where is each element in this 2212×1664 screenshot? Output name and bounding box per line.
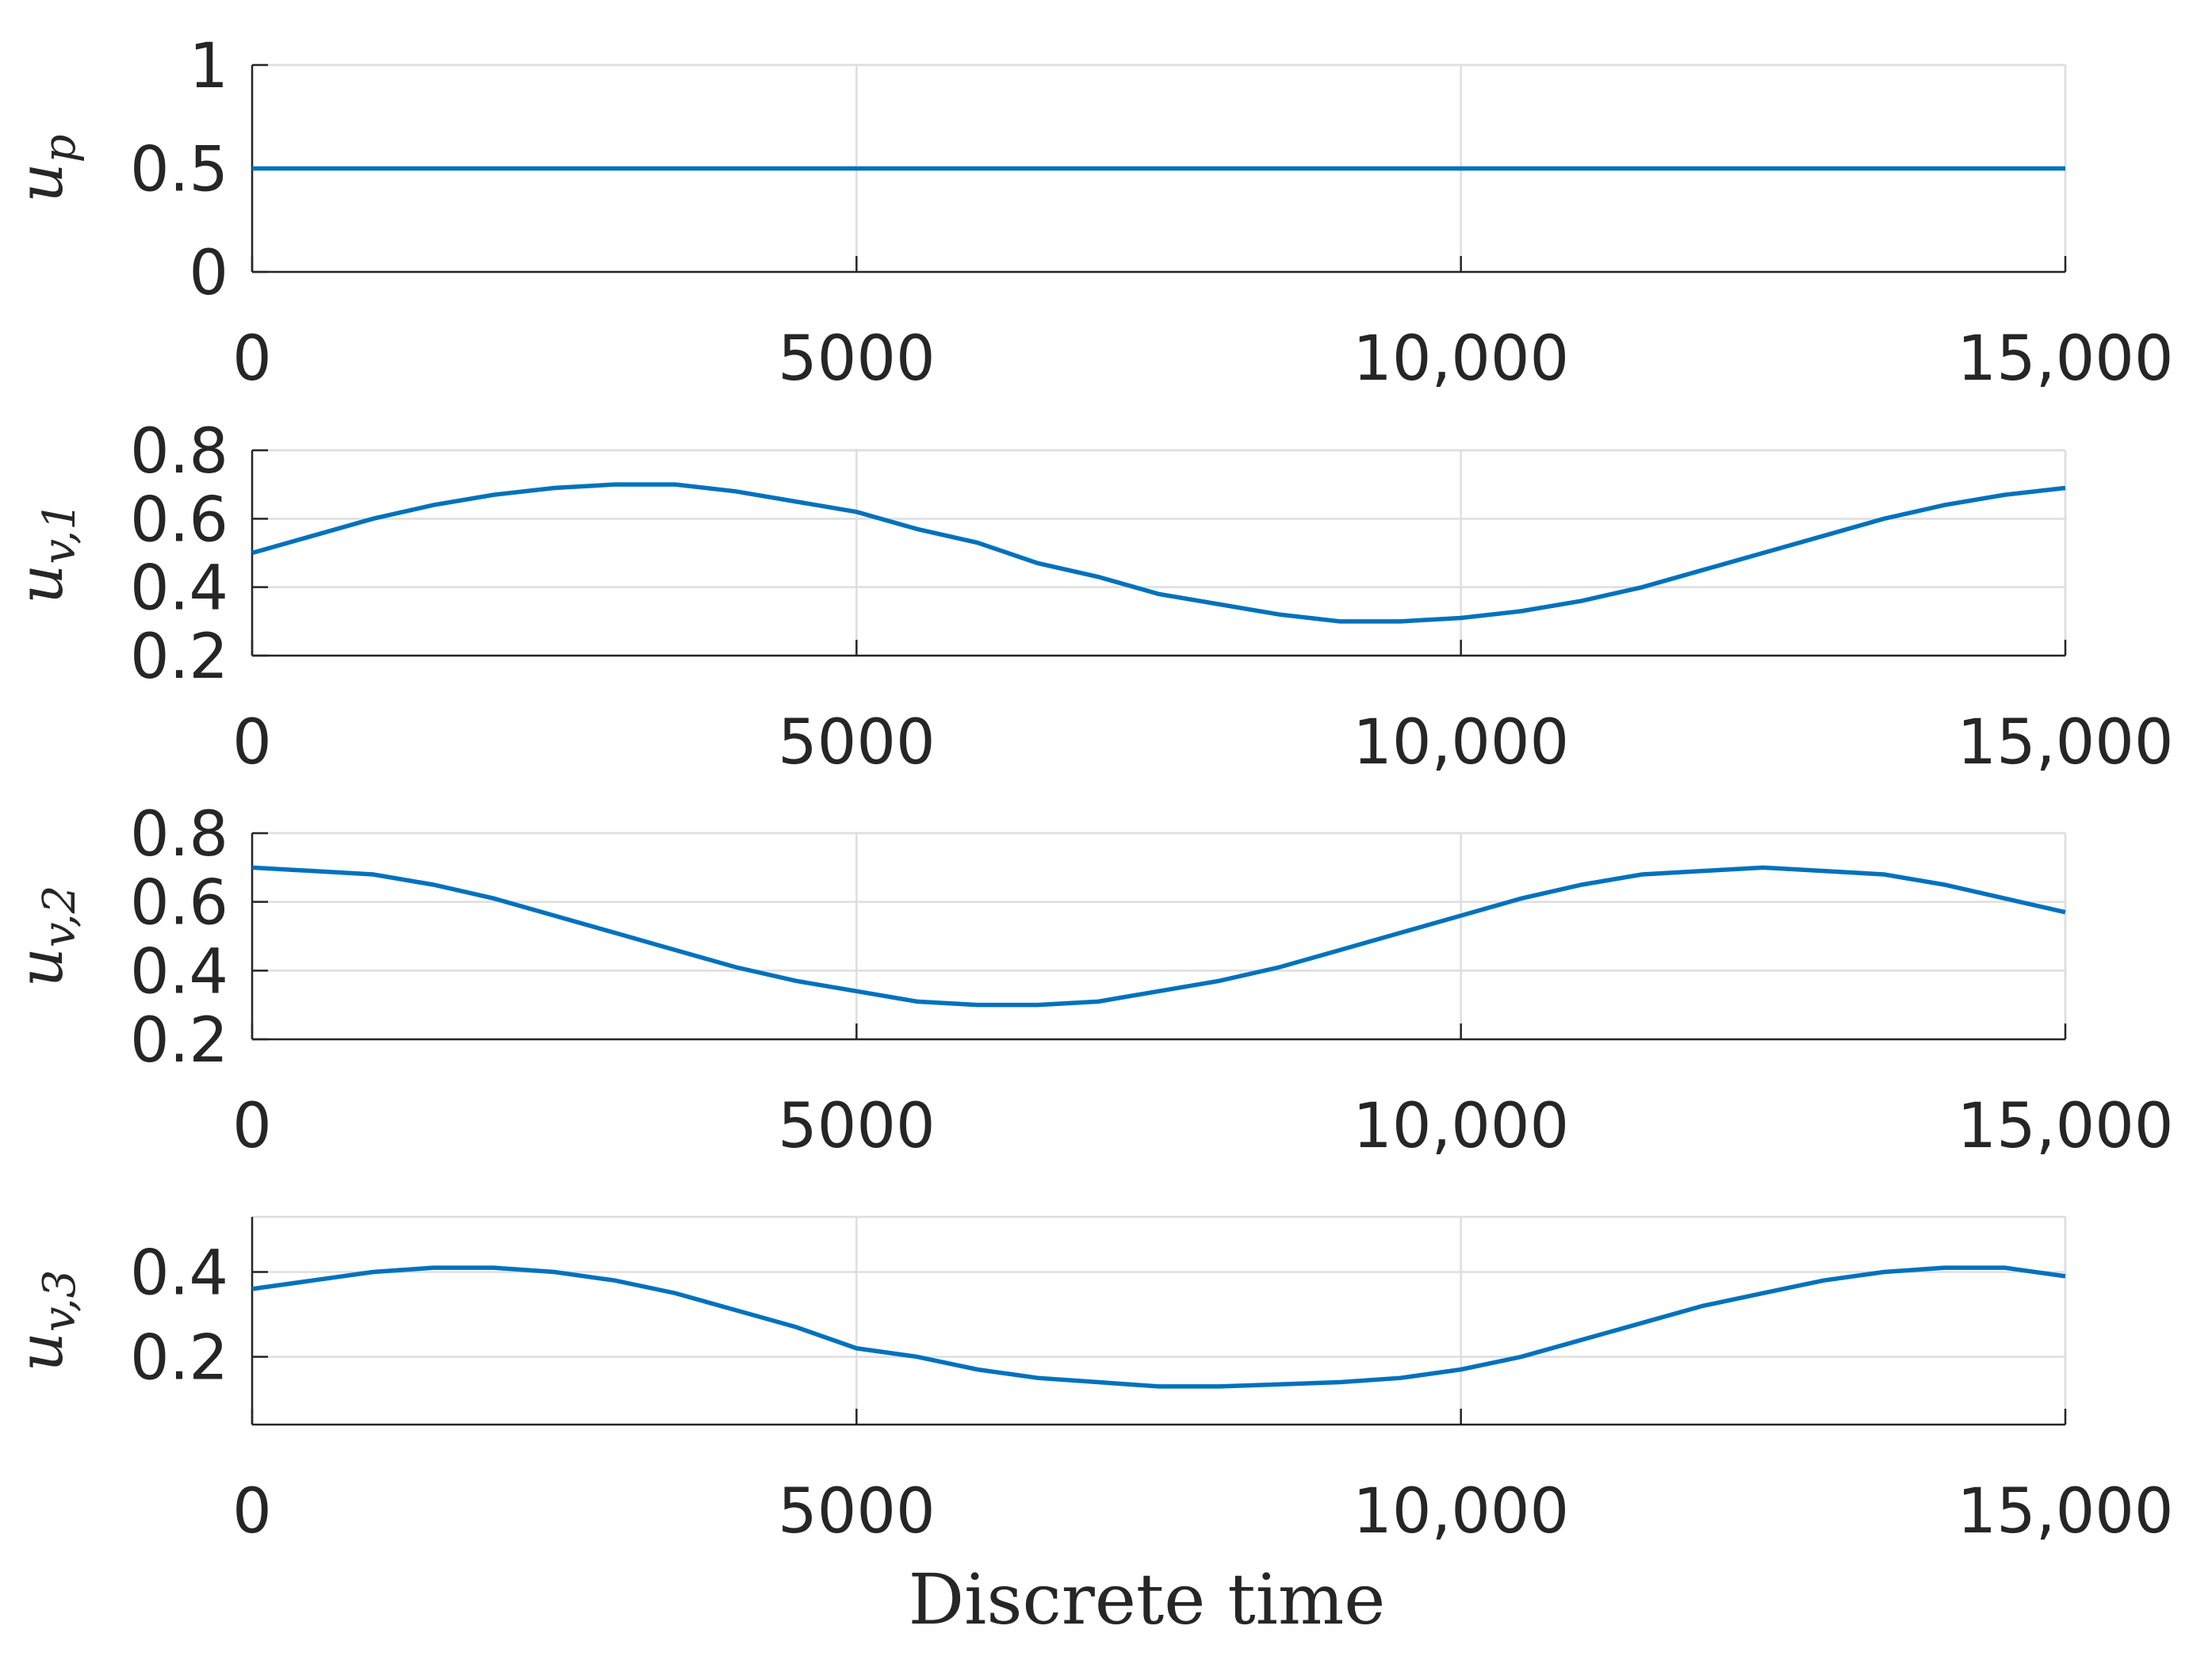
y-axis-label-sub: v,1: [34, 502, 86, 564]
y-axis-label-base: u: [6, 163, 77, 202]
y-axis-label-sub: v,2: [34, 886, 86, 947]
y-axis-label: uv,3: [6, 1270, 86, 1372]
y-axis-label-sub: p: [34, 134, 86, 163]
y-axis-label: up: [6, 134, 86, 202]
y-axis-label-base: u: [6, 564, 77, 604]
y-axis-label-base: u: [6, 1332, 77, 1371]
y-tick-label: 0.8: [130, 416, 228, 488]
y-tick-label: 0.4: [130, 1238, 228, 1310]
y-axis-label: uv,2: [6, 886, 86, 988]
x-tick-label: 15,000: [1958, 1476, 2174, 1547]
data-line: [251, 1265, 2066, 1389]
x-tick-label: 10,000: [1353, 707, 1569, 778]
y-tick-label: 0.2: [130, 1322, 228, 1394]
x-tick-label: 5000: [778, 323, 936, 395]
data-line: [251, 482, 2066, 624]
y-axis-label-sub: v,3: [34, 1270, 86, 1332]
y-tick-label: 0.8: [130, 799, 228, 870]
y-tick-label: 0.4: [130, 936, 228, 1008]
x-tick-label: 0: [232, 707, 272, 778]
x-tick-label: 5000: [778, 1476, 936, 1547]
y-tick-label: 0.6: [130, 484, 228, 556]
x-tick-label: 10,000: [1353, 1476, 1569, 1547]
y-tick-label: 0.6: [130, 868, 228, 939]
x-tick-label: 0: [232, 323, 272, 395]
y-tick-label: 0.5: [130, 135, 228, 206]
y-tick-label: 0.2: [130, 622, 228, 693]
y-tick-label: 1: [189, 31, 228, 102]
x-tick-label: 15,000: [1958, 323, 2174, 395]
x-tick-label: 0: [232, 1476, 272, 1547]
x-tick-label: 5000: [778, 707, 936, 778]
x-tick-label: 0: [232, 1091, 272, 1162]
y-axis-label-base: u: [6, 947, 77, 987]
x-tick-label: 5000: [778, 1091, 936, 1162]
x-axis-label: Discrete time: [909, 1559, 1386, 1640]
x-tick-label: 10,000: [1353, 1091, 1569, 1162]
y-tick-label: 0.4: [130, 553, 228, 625]
data-line: [251, 865, 2066, 1008]
x-tick-label: 15,000: [1958, 1091, 2174, 1162]
y-tick-label: 0.2: [130, 1005, 228, 1077]
x-tick-label: 15,000: [1958, 707, 2174, 778]
y-tick-label: 0: [189, 238, 228, 309]
x-tick-label: 10,000: [1353, 323, 1569, 395]
y-axis-label: uv,1: [6, 502, 86, 604]
